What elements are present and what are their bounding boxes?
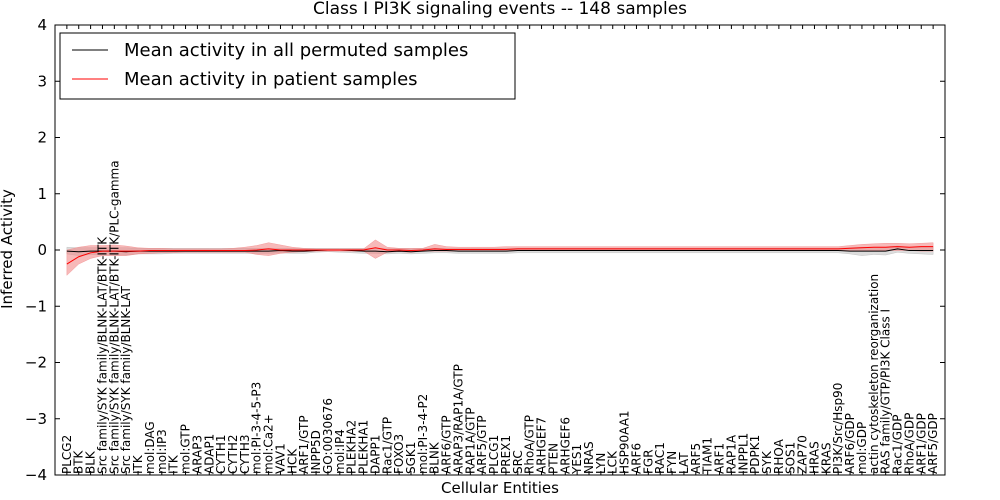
x-tick-label: PI3K/Src/Hsp90 (831, 383, 845, 474)
x-tick-label: actin cytoskeleton reorganization (867, 274, 881, 474)
x-tick-label: ARHGEF6 (558, 417, 572, 474)
x-tick-label: ARF5 (689, 443, 703, 474)
x-tick-label: NRAS (582, 441, 596, 474)
x-tick-label: ARF1 (713, 443, 727, 474)
x-tick-label: ADAP1 (202, 434, 216, 474)
x-tick-label: PREX1 (499, 435, 513, 474)
x-tick-label: PLEKHA2 (345, 420, 359, 474)
x-tick-label: FYN (665, 451, 679, 474)
x-tick-label: ARAP3/RAP1A/GTP (451, 364, 465, 474)
x-tick-label: RAC1 (653, 442, 667, 474)
y-tick-label: 4 (37, 16, 47, 34)
x-tick-label: PLEKHA1 (357, 420, 371, 474)
x-tick-label: RAP1A/GTP (463, 407, 477, 474)
x-tick-label: ARAP3 (190, 435, 204, 474)
x-tick-label: mol:GDP (855, 422, 869, 474)
x-tick-label: Src family/SYK family/BLNK-LAT (119, 285, 133, 474)
x-tick-label: HRAS (807, 441, 821, 474)
plot-area (66, 239, 934, 276)
x-tick-label: RhoA/GTP (523, 415, 537, 474)
legend-label-permuted: Mean activity in all permuted samples (124, 40, 468, 61)
x-tick-label: ARF1/GTP (297, 415, 311, 474)
x-tick-label: ARF6/GDP (843, 413, 857, 474)
series-line-patient (66, 246, 934, 265)
y-tick-label: 3 (37, 72, 47, 90)
x-tick-label: LCK (606, 450, 620, 474)
y-tick-label: −3 (25, 410, 47, 428)
x-tick-label: RhoA/GDP (902, 413, 916, 474)
x-tick-label: LYN (594, 453, 608, 474)
x-tick-label: ARF6/GTP (440, 415, 454, 474)
x-tick-label: ARF6 (629, 443, 643, 474)
x-tick-label: SRC (511, 450, 525, 474)
x-tick-label: SGK1 (404, 442, 418, 474)
x-tick-label: CYTH3 (238, 435, 252, 475)
x-tick-label: mol:PI-3-4-5-P3 (250, 382, 264, 474)
legend-box (59, 32, 516, 100)
chart-title: Class I PI3K signaling events -- 148 sam… (313, 0, 687, 19)
y-tick-label: 1 (37, 185, 47, 203)
x-tick-label: YES1 (570, 444, 584, 475)
x-tick-label: mol:IP4 (333, 429, 347, 474)
x-tick-label: FOXO3 (392, 434, 406, 474)
x-tick-label: VAV1 (273, 443, 287, 474)
x-tick-label: Src family/SYK family/BLNK-LAT/BTK-ITK (95, 236, 109, 474)
x-tick-label: Src family/SYK family/BLNK-LAT/BTK-ITK/P… (107, 160, 121, 474)
x-tick-label: ARF5/GDP (926, 413, 940, 474)
x-tick-label: RHOA (772, 438, 786, 474)
series-line-permuted (66, 248, 934, 253)
y-tick-label: −4 (25, 466, 47, 484)
x-tick-label: DAPP1 (368, 435, 382, 474)
x-tick-label: PDPK1 (748, 435, 762, 474)
x-tick-label: INPPL1 (736, 433, 750, 474)
y-tick-label: 2 (37, 129, 47, 147)
x-tick-label: CYTH2 (226, 435, 240, 475)
x-tick-label: PLCG2 (60, 435, 74, 474)
x-tick-label: ITK (167, 454, 181, 474)
x-tick-label: HSP90AA1 (618, 410, 632, 474)
x-tick-label: GO:0030676 (321, 398, 335, 474)
y-axis: −4 −3 −2 −1 0 1 2 3 4 (25, 16, 945, 484)
x-tick-label: FGR (641, 449, 655, 474)
x-tick-label: mol:GTP (179, 424, 193, 474)
x-tick-label: ARF1/GDP (914, 413, 928, 474)
x-tick-label: SYK (760, 450, 774, 474)
x-tick-label: HCK (285, 448, 299, 474)
legend-label-patient: Mean activity in patient samples (124, 69, 418, 90)
x-tick-label: CYTH1 (214, 435, 228, 475)
y-tick-label: −2 (25, 354, 47, 372)
x-tick-label: PLCG1 (487, 435, 501, 474)
x-tick-label: INPP5D (309, 430, 323, 474)
x-tick-label: Rac1/GTP (380, 417, 394, 474)
x-tick-label: mol:PI-3-4-P2 (416, 394, 430, 474)
x-tick-label: SOS1 (784, 442, 798, 474)
x-axis-label: Cellular Entities (441, 479, 559, 497)
x-tick-label: PTEN (546, 443, 560, 474)
y-axis-label: Inferred Activity (0, 189, 16, 309)
y-tick-label: −1 (25, 297, 47, 315)
x-tick-label: RAP1A (724, 434, 738, 474)
x-tick-label: TIAM1 (701, 437, 715, 475)
x-tick-label: Rac1/GDP (891, 415, 905, 474)
x-tick-label: ARF5/GTP (475, 415, 489, 474)
x-tick-label: ARHGEF7 (535, 417, 549, 474)
x-tick-label: BTK (72, 449, 86, 474)
x-tick-label: ITK (131, 454, 145, 474)
legend: Mean activity in all permuted samples Me… (59, 32, 516, 100)
band-patient (66, 239, 934, 276)
x-tick-label: KRAS (819, 442, 833, 474)
x-tick-label: BLK (84, 450, 98, 474)
x-tick-label: LAT (677, 452, 691, 474)
x-tick-label: BLNK (428, 441, 442, 474)
y-tick-label: 0 (37, 241, 47, 259)
x-tick-label: mol:Ca2+ (262, 414, 276, 474)
x-tick-label: ZAP70 (796, 435, 810, 474)
x-tick-label: RAS family/GTP/PI3K Class I (879, 309, 893, 474)
x-tick-label: mol:DAG (143, 421, 157, 474)
x-tick-label: mol:IP3 (155, 429, 169, 474)
